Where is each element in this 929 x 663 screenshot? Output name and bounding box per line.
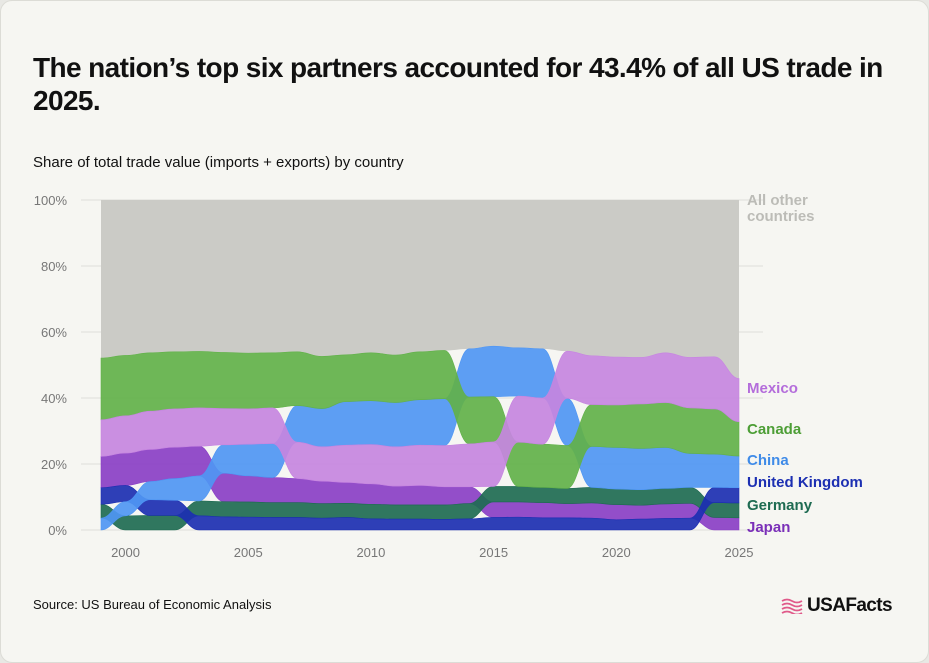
source-note: Source: US Bureau of Economic Analysis (33, 597, 272, 612)
series-layer (100, 200, 740, 531)
legend-label-all-other-countries: All other countries (747, 192, 815, 225)
series-area-canada (100, 350, 740, 489)
y-tick-label: 40% (41, 391, 67, 406)
legend-label-mexico: Mexico (747, 380, 798, 397)
us-flag-icon (781, 598, 803, 614)
stacked-area-chart: 0% 20% 40% 60% 80% 100% 2000 2005 2010 2015 2020 20… (34, 192, 863, 560)
y-tick-label: 80% (41, 259, 67, 274)
series-area-united-kingdom (100, 485, 740, 531)
x-tick-label: 2020 (602, 545, 631, 560)
brand-logo: USAFacts (781, 595, 893, 617)
x-tick-label: 2010 (356, 545, 385, 560)
chart-title: The nation’s top six partners accounted … (33, 52, 883, 116)
chart-subtitle: Share of total trade value (imports + ex… (33, 154, 404, 171)
x-tick-label: 2025 (725, 545, 754, 560)
x-tick-label: 2015 (479, 545, 508, 560)
legend-label-united-kingdom: United Kingdom (747, 474, 863, 491)
y-tick-label: 0% (48, 523, 67, 538)
y-tick-label: 60% (41, 325, 67, 340)
legend-label-canada: Canada (747, 421, 802, 438)
brand-name: USAFacts (807, 595, 893, 616)
x-tick-label: 2000 (111, 545, 140, 560)
y-tick-label: 100% (34, 193, 68, 208)
y-tick-label: 20% (41, 457, 67, 472)
legend-label-japan: Japan (747, 519, 790, 536)
legend-label-china: China (747, 452, 789, 469)
x-tick-label: 2005 (234, 545, 263, 560)
series-area-all-other-countries (101, 200, 739, 379)
series-area-mexico (100, 350, 740, 488)
legend-label-germany: Germany (747, 497, 813, 514)
